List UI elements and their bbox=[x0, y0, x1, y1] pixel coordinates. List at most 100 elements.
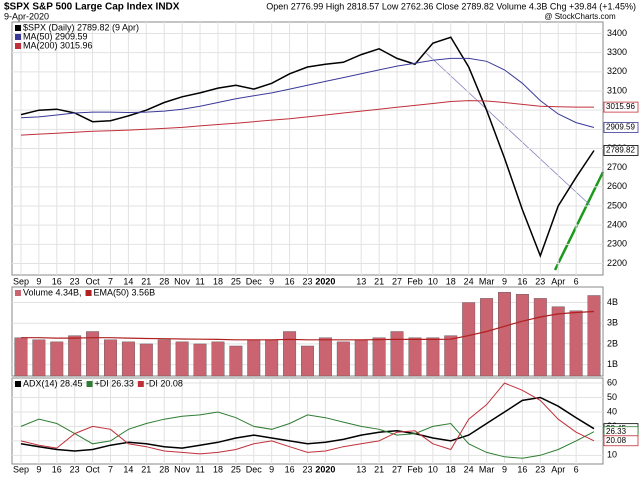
chart-title: $SPX S&P 500 Large Cap Index INDX bbox=[4, 2, 180, 13]
x-tick-label: 25 bbox=[231, 464, 241, 474]
x-tick-label: 23 bbox=[302, 464, 312, 474]
x-tick-label: 18 bbox=[213, 276, 223, 286]
legend-label: -DI 20.08 bbox=[146, 378, 183, 388]
legend-swatch bbox=[85, 290, 92, 296]
x-tick-label: 9 bbox=[502, 276, 507, 286]
x-tick-label: 23 bbox=[70, 464, 80, 474]
x-tick-label: 21 bbox=[374, 276, 384, 286]
x-tick-label: 16 bbox=[285, 464, 295, 474]
x-tick-label: Apr bbox=[551, 276, 565, 286]
x-tick-label: 11 bbox=[195, 464, 204, 474]
bar bbox=[193, 343, 207, 377]
trend-line bbox=[424, 51, 591, 206]
bar bbox=[247, 339, 261, 377]
x-tick-label: 9 bbox=[36, 464, 41, 474]
y-tick-label: 2200 bbox=[607, 258, 627, 268]
bar bbox=[587, 295, 601, 377]
legend-label: +DI 26.33 bbox=[95, 378, 134, 388]
series-line bbox=[20, 411, 595, 459]
x-tick-label: 14 bbox=[123, 276, 133, 286]
legend-swatch bbox=[15, 34, 21, 40]
bar bbox=[569, 310, 583, 377]
x-tick-label: 2020 bbox=[315, 464, 335, 474]
bar bbox=[50, 341, 64, 377]
x-tick-label: 16 bbox=[52, 276, 62, 286]
x-tick-label: 27 bbox=[392, 276, 402, 286]
x-tick-label: Nov bbox=[174, 276, 191, 286]
bar bbox=[462, 302, 476, 377]
x-tick-label: 23 bbox=[535, 276, 545, 286]
x-tick-label: 16 bbox=[517, 276, 527, 286]
bar bbox=[14, 337, 28, 377]
x-tick-label: 13 bbox=[356, 464, 366, 474]
bar bbox=[283, 331, 297, 377]
x-tick-label: Dec bbox=[246, 276, 263, 286]
x-tick-label: 21 bbox=[141, 276, 151, 286]
x-tick-label: 13 bbox=[356, 276, 366, 286]
y-tick-label: 40 bbox=[607, 406, 617, 416]
bar bbox=[86, 331, 100, 377]
x-tick-label: 18 bbox=[213, 464, 223, 474]
x-tick-label: 16 bbox=[285, 276, 295, 286]
x-tick-label: 23 bbox=[535, 464, 545, 474]
bar bbox=[32, 339, 46, 377]
x-tick-label: Mar bbox=[479, 276, 495, 286]
y-tick-label: 2400 bbox=[607, 220, 627, 230]
legend-label: MA(200) 3015.96 bbox=[23, 40, 93, 50]
bar bbox=[444, 335, 458, 377]
bar bbox=[157, 339, 171, 377]
x-tick-label: 7 bbox=[108, 464, 113, 474]
value-tag-label: 26.33 bbox=[606, 427, 627, 436]
legend-label: Volume 4.34B, bbox=[23, 287, 82, 297]
bar bbox=[104, 339, 117, 377]
bar bbox=[515, 294, 529, 377]
x-tick-label: 9 bbox=[502, 464, 507, 474]
x-tick-label: 18 bbox=[446, 464, 456, 474]
x-tick-label: 16 bbox=[52, 464, 62, 474]
x-tick-label: 11 bbox=[195, 276, 204, 286]
bar bbox=[426, 337, 440, 377]
legend-label: $SPX (Daily) 2789.82 (9 Apr) bbox=[23, 22, 139, 32]
bar bbox=[175, 341, 189, 377]
legend-swatch bbox=[15, 290, 21, 296]
x-tick-label: 9 bbox=[269, 464, 274, 474]
value-tag-label: 2909.59 bbox=[606, 123, 635, 132]
x-tick-label: 18 bbox=[446, 276, 456, 286]
x-tick-label: 27 bbox=[392, 464, 402, 474]
y-tick-label: 50 bbox=[607, 392, 617, 402]
x-tick-label: 28 bbox=[159, 276, 169, 286]
legend-swatch bbox=[15, 381, 21, 387]
bar bbox=[551, 306, 565, 377]
series-line bbox=[20, 396, 595, 452]
series-line bbox=[20, 100, 594, 136]
value-tag bbox=[603, 101, 639, 113]
legend-swatch bbox=[86, 381, 93, 387]
y-tick-label: 3B bbox=[607, 318, 618, 328]
x-tick-label: 9 bbox=[269, 276, 274, 286]
bar bbox=[498, 291, 511, 377]
legend-label: ADX(14) 28.45 bbox=[23, 378, 83, 388]
bar bbox=[211, 341, 225, 377]
legend-swatch bbox=[137, 381, 144, 387]
series-line bbox=[21, 310, 595, 341]
legend-label: MA(50) 2909.59 bbox=[23, 31, 88, 41]
x-tick-label: 6 bbox=[574, 464, 579, 474]
x-tick-label: Nov bbox=[174, 464, 191, 474]
x-tick-label: 7 bbox=[108, 276, 113, 286]
legend-label: EMA(50) 3.56B bbox=[94, 287, 156, 297]
x-tick-label: 21 bbox=[374, 464, 384, 474]
value-tag bbox=[603, 122, 639, 133]
bar bbox=[372, 337, 386, 377]
y-tick-label: 3400 bbox=[607, 28, 627, 38]
bar bbox=[390, 331, 404, 377]
x-tick-label: Feb bbox=[407, 276, 423, 286]
legend-swatch bbox=[15, 25, 21, 31]
bar bbox=[480, 298, 494, 377]
value-tag bbox=[603, 145, 639, 156]
x-tick-label: 14 bbox=[123, 464, 133, 474]
bar bbox=[265, 339, 279, 377]
value-tag bbox=[603, 435, 639, 447]
x-tick-label: 2020 bbox=[315, 276, 335, 286]
legend-swatch bbox=[15, 43, 21, 49]
